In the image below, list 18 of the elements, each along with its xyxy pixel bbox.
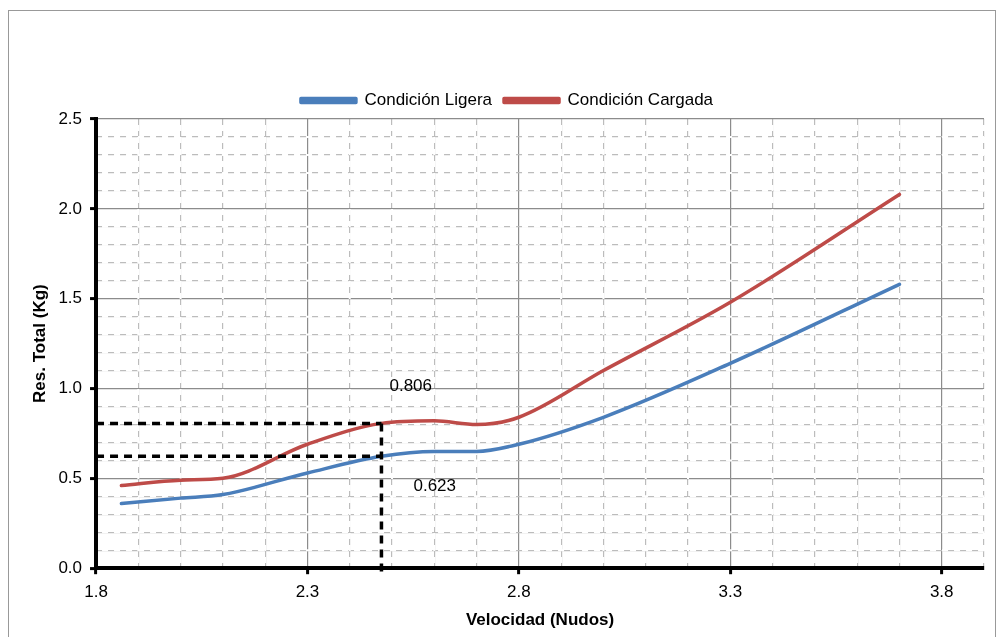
y-tick-label: 2.5 (58, 108, 83, 128)
ref-line-label: 0.623 (413, 475, 456, 495)
y-axis-title: Res. Total (Kg) (29, 284, 49, 403)
x-tick-label: 2.8 (507, 582, 531, 602)
ref-line-label: 0.806 (389, 376, 432, 396)
y-tick-label: 2.0 (58, 198, 83, 218)
legend-label: Condición Cargada (567, 90, 714, 110)
y-tick-label: 0.5 (58, 468, 83, 488)
x-tick-label: 1.8 (84, 582, 108, 602)
legend-label: Condición Ligera (364, 90, 493, 110)
y-tick-label: 0.0 (58, 557, 83, 577)
y-tick-label: 1.0 (58, 378, 83, 398)
x-tick-label: 3.8 (929, 582, 954, 602)
x-axis-title: Velocidad (Nudos) (465, 610, 615, 630)
line-series (119, 282, 902, 506)
x-tick-label: 2.3 (295, 582, 320, 602)
y-tick-label: 1.5 (58, 288, 83, 308)
x-tick-label: 3.3 (718, 582, 743, 602)
